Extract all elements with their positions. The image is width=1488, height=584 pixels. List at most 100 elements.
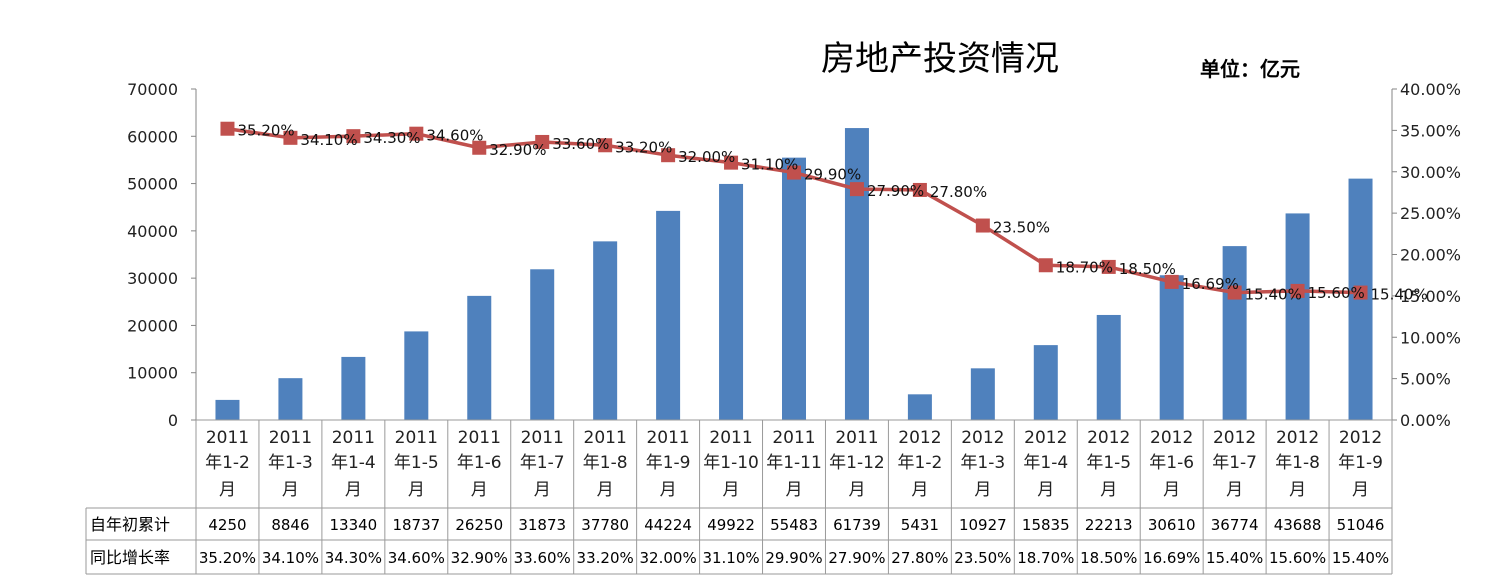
bar-7 — [656, 210, 681, 420]
growth-data-label-2: 34.30% — [363, 129, 420, 147]
growth-data-label-11: 27.80% — [930, 183, 987, 201]
x-category-period-9: 年1-11 — [766, 453, 822, 473]
y-right-tick-label: 15.00% — [1400, 287, 1461, 306]
bar-9 — [782, 157, 806, 421]
y-right-tick-label: 0.00% — [1400, 411, 1451, 430]
growth-marker-6 — [598, 138, 613, 153]
x-category-period-3: 年1-5 — [394, 453, 439, 473]
growth-data-label-17: 15.60% — [1308, 284, 1365, 302]
x-category-suffix-5: 月 — [534, 480, 551, 500]
bar-1 — [278, 378, 303, 420]
x-category-suffix-17: 月 — [1289, 480, 1306, 500]
bar-6 — [593, 241, 618, 420]
x-category-year-13: 2012 — [1024, 428, 1067, 448]
growth-marker-10 — [849, 182, 864, 197]
x-category-suffix-16: 月 — [1226, 480, 1243, 500]
table-cell-growth-14: 18.50% — [1080, 549, 1137, 567]
growth-data-label-13: 18.70% — [1056, 258, 1113, 276]
growth-marker-15 — [1164, 274, 1179, 289]
bar-3 — [404, 331, 429, 420]
growth-marker-5 — [535, 134, 550, 149]
x-category-year-5: 2011 — [521, 428, 564, 448]
x-category-period-14: 年1-5 — [1086, 453, 1131, 473]
x-category-suffix-1: 月 — [282, 480, 299, 500]
y-right-tick-label: 25.00% — [1400, 204, 1461, 223]
x-category-suffix-8: 月 — [723, 480, 740, 500]
y-left-tick-label: 10000 — [127, 364, 178, 383]
table-cell-cumulative-6: 37780 — [581, 516, 629, 534]
x-category-period-0: 年1-2 — [205, 453, 250, 473]
table-cell-cumulative-14: 22213 — [1085, 516, 1133, 534]
table-cell-growth-6: 33.20% — [577, 549, 634, 567]
x-category-period-18: 年1-9 — [1338, 453, 1383, 473]
growth-data-label-4: 32.90% — [489, 141, 546, 159]
table-cell-growth-8: 31.10% — [702, 549, 759, 567]
growth-marker-12 — [975, 218, 990, 233]
growth-data-label-14: 18.50% — [1119, 260, 1176, 278]
y-left-tick-label: 70000 — [127, 80, 178, 99]
table-cell-growth-10: 27.90% — [828, 549, 885, 567]
growth-marker-11 — [912, 182, 927, 197]
growth-data-label-1: 34.10% — [300, 131, 357, 149]
y-right-tick-label: 35.00% — [1400, 121, 1461, 140]
x-category-period-13: 年1-4 — [1023, 453, 1068, 473]
x-category-period-15: 年1-6 — [1149, 453, 1194, 473]
table-cell-growth-16: 15.40% — [1206, 549, 1263, 567]
x-category-period-6: 年1-8 — [583, 453, 628, 473]
x-category-year-16: 2012 — [1213, 428, 1256, 448]
table-cell-cumulative-0: 4250 — [208, 516, 246, 534]
bar-16 — [1222, 246, 1247, 420]
table-cell-growth-2: 34.30% — [325, 549, 382, 567]
y-left-tick-label: 0 — [168, 411, 178, 430]
growth-data-label-3: 34.60% — [426, 127, 483, 145]
y-left-tick-label: 20000 — [127, 316, 178, 335]
unit-label: 单位：亿元 — [1200, 57, 1300, 81]
table-cell-growth-1: 34.10% — [262, 549, 319, 567]
table-cell-cumulative-16: 36774 — [1211, 516, 1259, 534]
table-cell-growth-5: 33.60% — [514, 549, 571, 567]
growth-marker-4 — [472, 140, 487, 155]
table-cell-cumulative-13: 15835 — [1022, 516, 1070, 534]
growth-data-label-10: 27.90% — [867, 182, 924, 200]
x-category-period-11: 年1-2 — [898, 453, 943, 473]
x-category-suffix-3: 月 — [408, 480, 425, 500]
y-left-tick-label: 50000 — [127, 175, 178, 194]
table-cell-cumulative-17: 43688 — [1274, 516, 1322, 534]
growth-marker-18 — [1353, 285, 1368, 300]
x-category-period-17: 年1-8 — [1275, 453, 1320, 473]
y-right-tick-label: 40.00% — [1400, 80, 1461, 99]
table-cell-growth-15: 16.69% — [1143, 549, 1200, 567]
y-left-tick-label: 30000 — [127, 269, 178, 288]
y-right-tick-label: 5.00% — [1400, 370, 1451, 389]
table-cell-growth-18: 15.40% — [1332, 549, 1389, 567]
bar-0 — [215, 399, 240, 420]
x-category-year-1: 2011 — [269, 428, 312, 448]
bar-17 — [1285, 213, 1310, 420]
growth-data-label-6: 33.20% — [615, 138, 672, 156]
x-category-suffix-9: 月 — [786, 480, 803, 500]
growth-marker-1 — [283, 130, 298, 145]
table-cell-cumulative-5: 31873 — [518, 516, 566, 534]
x-category-period-7: 年1-9 — [646, 453, 691, 473]
table-cell-cumulative-9: 55483 — [770, 516, 818, 534]
table-cell-cumulative-4: 26250 — [455, 516, 503, 534]
x-category-suffix-6: 月 — [597, 480, 614, 500]
x-category-year-8: 2011 — [709, 428, 752, 448]
y-right-tick-label: 20.00% — [1400, 246, 1461, 265]
bar-12 — [970, 368, 995, 420]
table-cell-cumulative-7: 44224 — [644, 516, 692, 534]
x-category-period-1: 年1-3 — [268, 453, 313, 473]
growth-marker-17 — [1290, 283, 1305, 298]
bar-14 — [1096, 314, 1121, 420]
bar-11 — [907, 394, 932, 420]
table-cell-cumulative-3: 18737 — [392, 516, 440, 534]
x-category-year-3: 2011 — [395, 428, 438, 448]
table-cell-growth-11: 27.80% — [891, 549, 948, 567]
table-cell-cumulative-8: 49922 — [707, 516, 755, 534]
growth-data-label-0: 35.20% — [237, 122, 294, 140]
table-cell-growth-13: 18.70% — [1017, 549, 1074, 567]
x-category-suffix-0: 月 — [219, 480, 236, 500]
table-cell-cumulative-12: 10927 — [959, 516, 1007, 534]
bar-4 — [467, 295, 492, 420]
